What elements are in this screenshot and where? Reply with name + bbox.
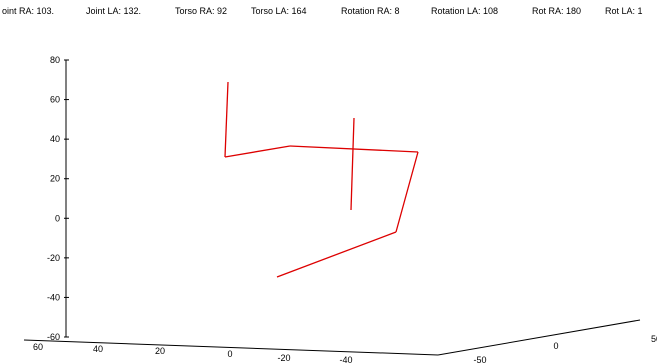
- skeleton-segment: [289, 145, 419, 153]
- status-joint-ra: oint RA: 103.: [2, 6, 55, 16]
- z-tick-label: -40: [47, 292, 60, 302]
- x-tick-label: 0: [227, 349, 232, 359]
- x-tick-label: 60: [33, 342, 43, 352]
- skeleton-segment: [276, 231, 397, 278]
- status-rot-ra: Rot RA: 180: [532, 6, 582, 16]
- z-tick-label: 80: [50, 55, 60, 65]
- skeleton-segment: [224, 81, 229, 158]
- y-tick-label: -50: [473, 355, 486, 363]
- skeleton-segment: [350, 117, 355, 211]
- status-joint-la: Joint LA: 132.: [86, 6, 142, 16]
- status-torso-la: Torso LA: 164: [251, 6, 307, 16]
- y-tick-label: 0: [553, 341, 558, 351]
- z-tick-label: -60: [47, 332, 60, 342]
- z-tick-label: 60: [50, 95, 60, 105]
- z-tick-label: 0: [55, 213, 60, 223]
- plot-ticks: 80 60 40 20 0 -20 -40 -60 60 40 20 0 -20 -40 50 0 -50: [33, 55, 657, 363]
- x-axis-line: [23, 339, 439, 356]
- skeleton-segment: [224, 145, 291, 158]
- x-tick-label: -20: [277, 353, 290, 363]
- x-tick-label: -40: [339, 355, 352, 363]
- skeleton-segments: [224, 81, 419, 278]
- y-axis-line: [437, 319, 641, 356]
- z-tick-label: 40: [50, 134, 60, 144]
- z-tick-label: -20: [47, 253, 60, 263]
- x-tick-label: 40: [93, 344, 103, 354]
- skeleton-segment: [395, 151, 419, 233]
- status-bar: oint RA: 103. Joint LA: 132. Torso RA: 9…: [0, 6, 657, 20]
- status-rotation-ra: Rotation RA: 8: [341, 6, 400, 16]
- status-torso-ra: Torso RA: 92: [175, 6, 228, 16]
- x-tick-label: 20: [155, 346, 165, 356]
- y-tick-label: 50: [651, 334, 657, 344]
- status-rot-la: Rot LA: 1: [605, 6, 643, 16]
- status-rotation-la: Rotation LA: 108: [431, 6, 499, 16]
- plot-axes: [23, 60, 641, 356]
- z-tick-label: 20: [50, 174, 60, 184]
